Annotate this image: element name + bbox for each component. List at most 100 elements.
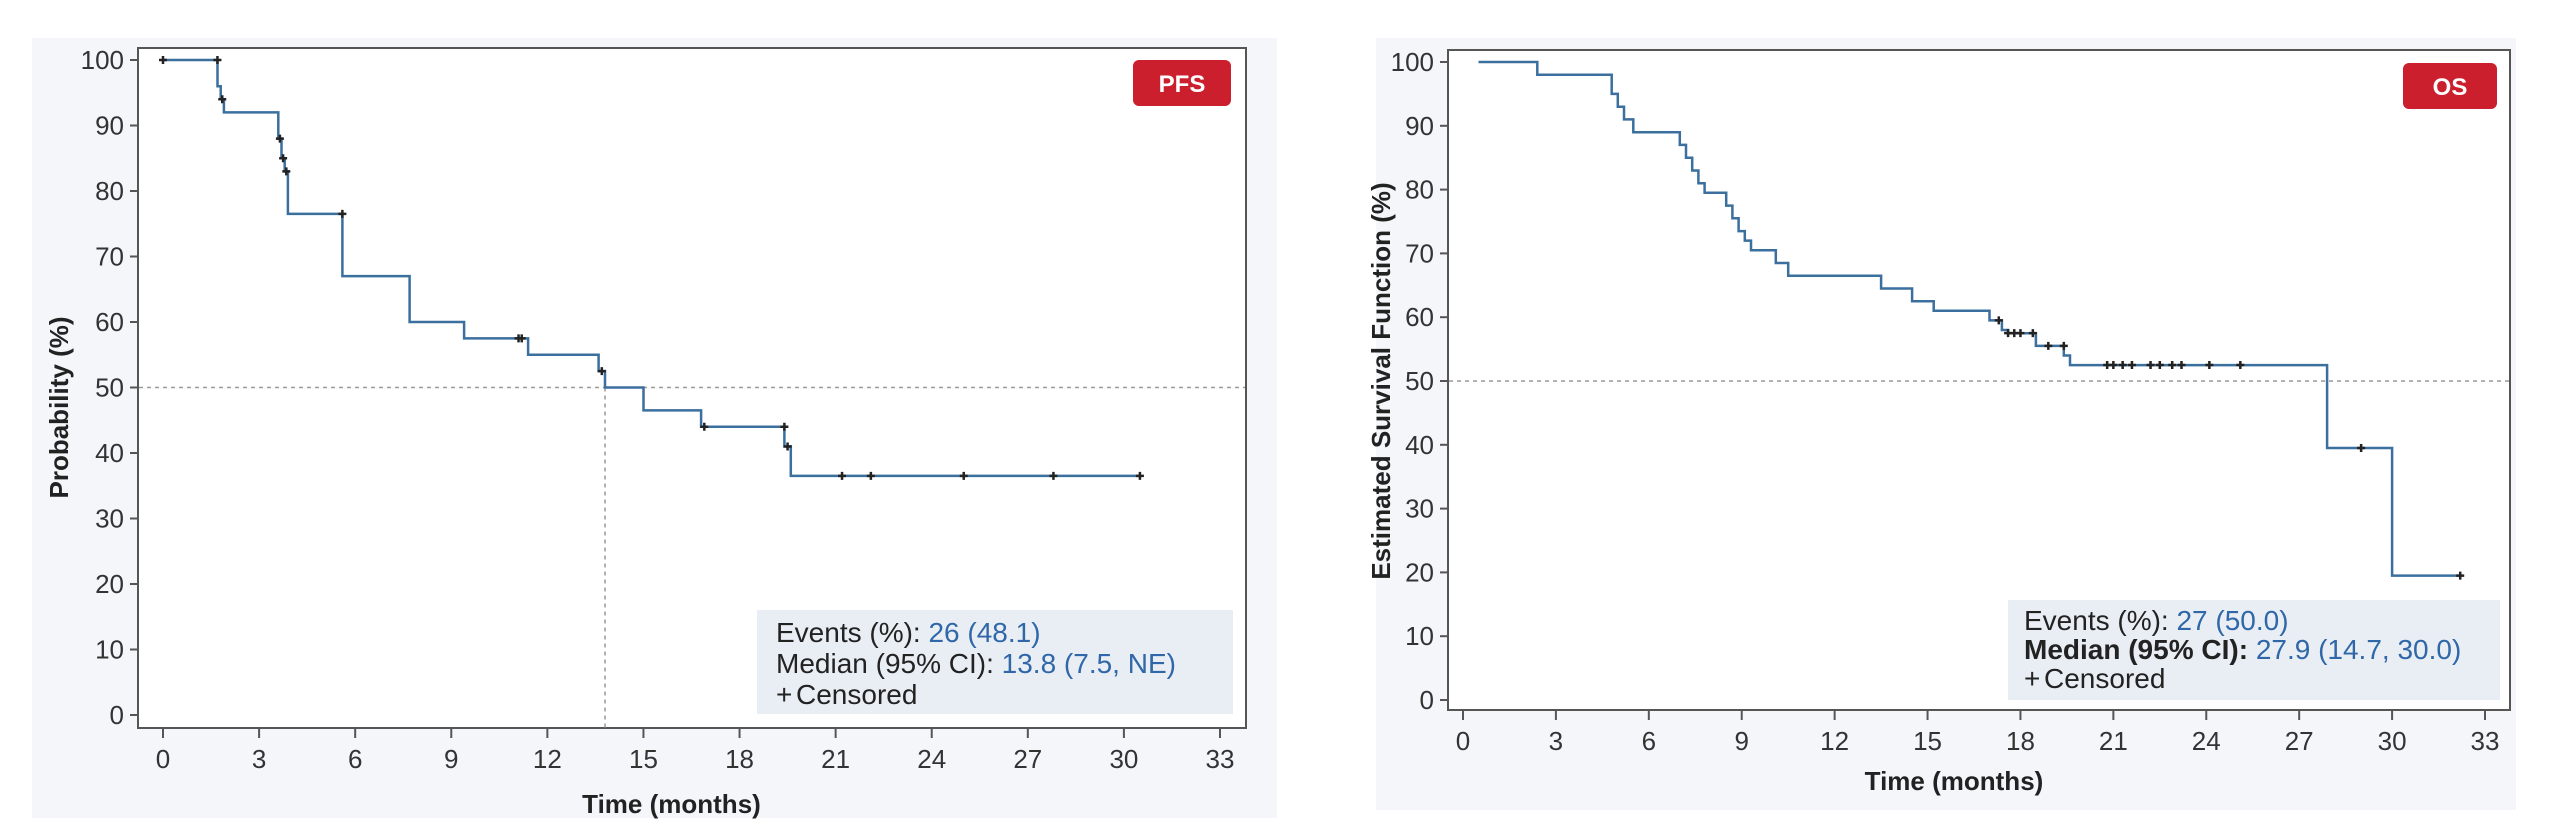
pfs-legend-censored: Censored [796,679,917,710]
os-censored-mark [2109,361,2118,370]
os-x-tick-label: 15 [1913,726,1942,756]
os-median-label: Median (95% CI): [2024,634,2256,665]
pfs-badge [1133,60,1231,106]
os-censored-mark [2118,361,2127,370]
pfs-censored-marks [159,56,1144,480]
os-y-tick-label: 50 [1405,366,1434,396]
pfs-censored-mark [780,422,789,431]
os-censored-mark [2059,341,2068,350]
os-x-tick-label: 0 [1456,726,1470,756]
os-y-tick-label: 30 [1405,494,1434,524]
pfs-censored-mark [218,95,227,104]
pfs-censored-mark [838,471,847,480]
pfs-censored-mark [517,334,526,343]
pfs-median-label: Median (95% CI): [776,648,1002,679]
os-badge-text: OS [2433,74,2468,101]
os-y-tick-label: 10 [1405,621,1434,651]
os-censored-mark [1994,316,2003,325]
os-y-tick-label: 80 [1405,175,1434,205]
pfs-x-tick-label: 24 [917,744,946,774]
os-censored-mark [2016,329,2025,338]
pfs-x-tick-label: 3 [252,744,266,774]
os-censored-plus: + [2024,663,2040,694]
pfs-events-label: Events (%): [776,617,928,648]
pfs-y-tick-label: 70 [95,242,124,272]
pfs-x-axis-title: Time (months) [582,789,761,819]
os-legend-events: Events (%): 27 (50.0) [2024,605,2289,636]
os-x-tick-label: 33 [2471,726,2500,756]
os-legend-censored: Censored [2044,663,2165,694]
os-censored-mark [2155,361,2164,370]
pfs-y-tick-label: 10 [95,635,124,665]
os-censored-mark [2357,443,2366,452]
pfs-y-tick-label: 100 [81,45,124,75]
pfs-censored-mark [1049,471,1058,480]
os-censored-mark [2028,329,2037,338]
pfs-censored-mark [213,56,222,64]
pfs-censored-plus: + [776,679,792,710]
pfs-x-tick-label: 21 [821,744,850,774]
pfs-censored-mark [959,471,968,480]
pfs-survival-line [163,58,1140,478]
os-y-tick-label: 100 [1391,47,1434,77]
pfs-y-tick-label: 90 [95,111,124,141]
pfs-y-tick-label: 40 [95,438,124,468]
os-censored-mark [2177,361,2186,370]
pfs-censored-mark [159,56,167,64]
os-events-label: Events (%): [2024,605,2176,636]
os-curve [1478,60,2461,577]
pfs-censored-mark [783,442,792,451]
os-censored-mark [2456,571,2465,580]
os-badge [2403,63,2497,109]
os-x-tick-label: 27 [2285,726,2314,756]
pfs-censored-mark [275,134,284,143]
pfs-axes: 0 3 6 9 12 15 18 21 24 27 30 33 0 10 20 30 40 50 60 70 80 90 1… [44,45,1234,819]
os-legend-median: Median (95% CI): 27.9 (14.7, 30.0) [2024,634,2461,665]
os-legend-box [2008,600,2500,700]
pfs-y-tick-label: 80 [95,176,124,206]
pfs-curve [163,58,1140,478]
pfs-x-tick-label: 18 [725,744,754,774]
pfs-censored-mark [338,209,347,218]
pfs-censored-mark [1135,471,1144,480]
pfs-y-tick-label: 60 [95,307,124,337]
pfs-censored-mark [282,167,291,176]
os-censored-marks [1994,316,2465,580]
pfs-censored-mark [866,471,875,480]
os-x-tick-label: 6 [1642,726,1656,756]
pfs-y-tick-label: 30 [95,504,124,534]
os-censored-mark [2044,341,2053,350]
os-censored-mark [2168,361,2177,370]
os-events-value: 27 (50.0) [2176,605,2288,636]
pfs-y-tick-label: 50 [95,373,124,403]
pfs-x-tick-label: 9 [444,744,458,774]
os-survival-line [1478,60,2461,577]
pfs-legend-events: Events (%): 26 (48.1) [776,617,1041,648]
os-x-tick-label: 24 [2192,726,2221,756]
os-censored-mark [2146,361,2155,370]
os-axes: 0 3 6 9 12 15 18 21 24 27 30 33 0 10 20 30 40 50 60 70 80 90 1… [1366,47,2499,796]
pfs-median-value: 13.8 (7.5, NE) [1002,648,1176,679]
pfs-x-tick-label: 15 [629,744,658,774]
pfs-x-tick-label: 0 [156,744,170,774]
os-y-tick-label: 20 [1405,557,1434,587]
os-y-tick-label: 90 [1405,111,1434,141]
os-x-tick-label: 9 [1734,726,1748,756]
os-x-tick-label: 18 [2006,726,2035,756]
pfs-x-tick-label: 12 [533,744,562,774]
os-x-axis-title: Time (months) [1865,766,2044,796]
os-median-value: 27.9 (14.7, 30.0) [2256,634,2461,665]
os-y-tick-label: 40 [1405,430,1434,460]
pfs-censored-mark [700,422,709,431]
pfs-censored-mark [279,154,288,163]
os-censored-mark [2205,361,2214,370]
os-x-tick-label: 21 [2099,726,2128,756]
pfs-y-axis-title: Probability (%) [44,316,74,498]
pfs-legend-median: Median (95% CI): 13.8 (7.5, NE) [776,648,1176,679]
pfs-x-tick-label: 30 [1109,744,1138,774]
os-y-axis-title: Estimated Survival Function (%) [1366,182,1396,579]
pfs-panel: 0 3 6 9 12 15 18 21 24 27 30 33 0 10 20 30 40 50 60 70 80 90 1… [32,38,1277,819]
pfs-x-tick-label: 27 [1013,744,1042,774]
pfs-legend-box [757,610,1233,714]
